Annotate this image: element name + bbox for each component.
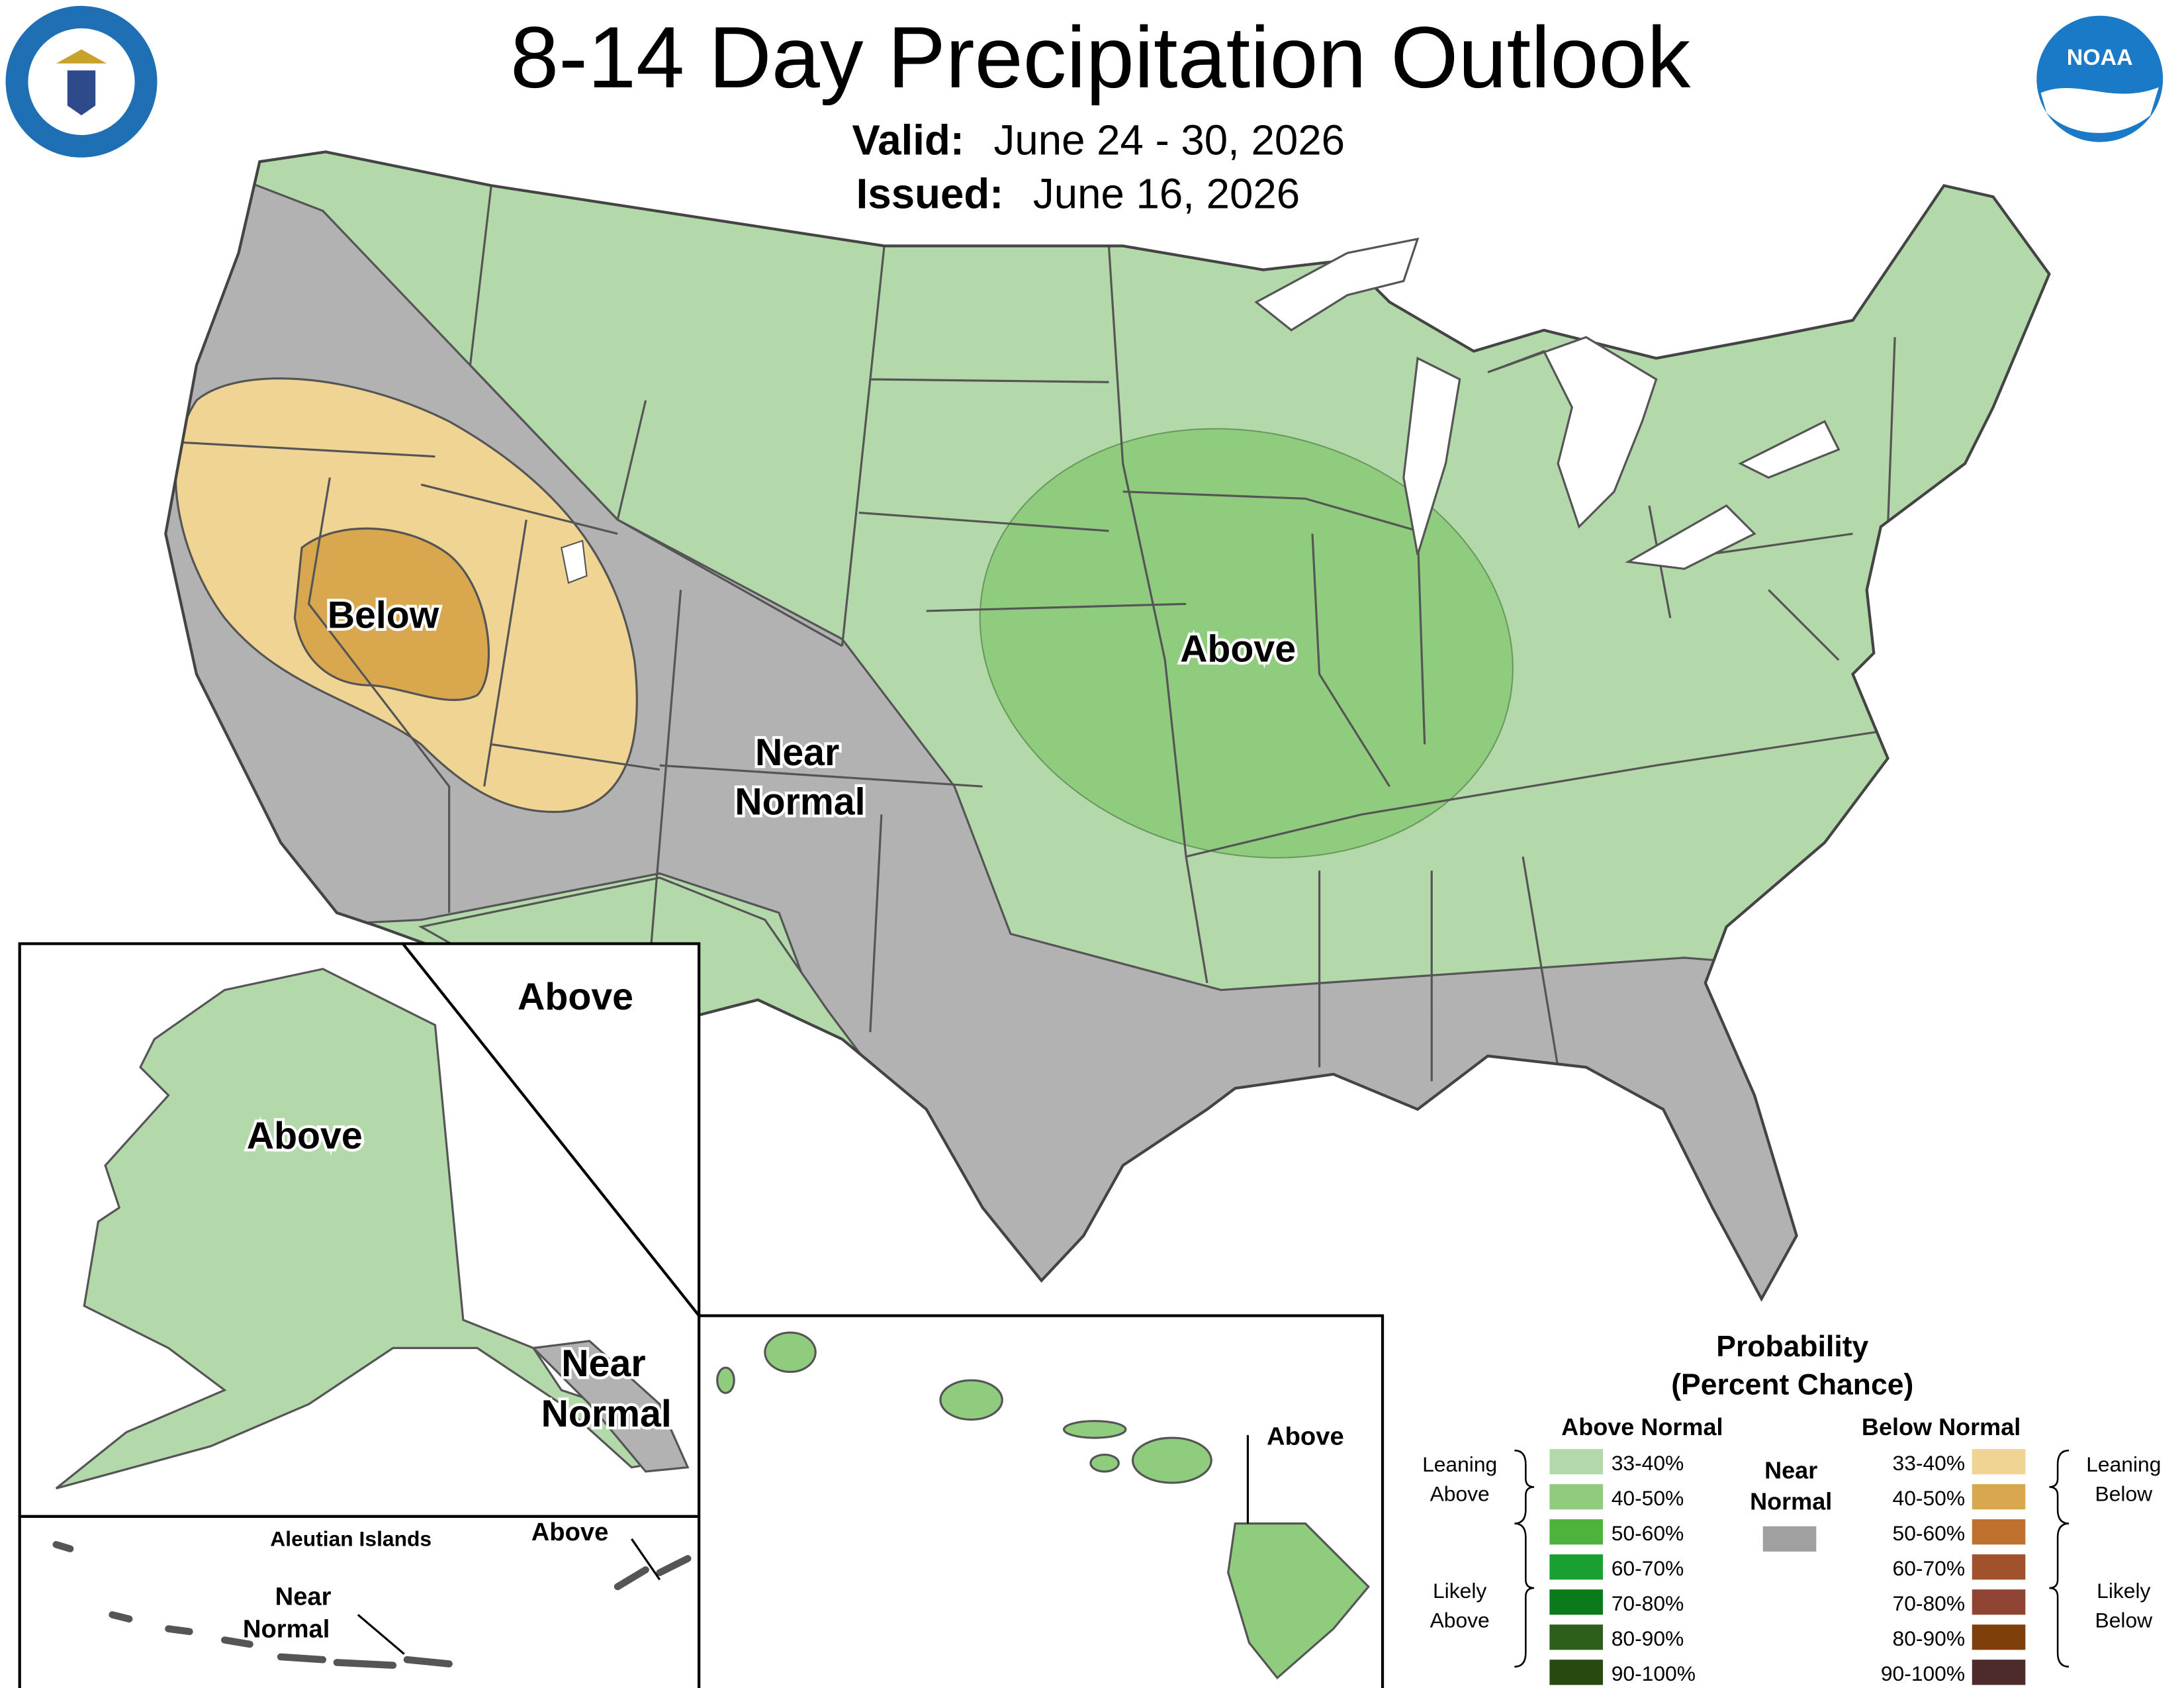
legend-label: 60-70%: [1893, 1556, 1966, 1580]
legend-swatch: [1549, 1519, 1603, 1545]
noaa-logo: NOAA: [2036, 15, 2163, 142]
legend-label: 80-90%: [1612, 1626, 1684, 1650]
legend-swatch: [1549, 1484, 1603, 1510]
title: 8-14 Day Precipitation Outlook: [510, 9, 1691, 106]
legend-swatch: [1972, 1554, 2026, 1580]
salt-lake: [561, 539, 588, 584]
legend-group: Above: [1430, 1608, 1490, 1632]
legend-swatch: [1549, 1624, 1603, 1650]
noaa-text: NOAA: [2067, 45, 2133, 70]
legend-swatch: [1972, 1484, 2026, 1510]
region-label: Below: [328, 594, 439, 636]
legend-heading: Near: [1764, 1457, 1817, 1484]
doc-seal: [5, 5, 158, 158]
legend-group: Above: [1430, 1482, 1490, 1506]
legend-label: 50-60%: [1893, 1521, 1966, 1545]
inset-title: Aleutian Islands: [270, 1526, 432, 1550]
legend-label: 33-40%: [1893, 1451, 1966, 1475]
map-labels: Below Above Near Normal Above Above Near…: [243, 591, 1344, 1643]
legend-group: Leaning: [2086, 1452, 2161, 1476]
region-label: Normal: [541, 1393, 672, 1435]
legend-heading: Normal: [1750, 1487, 1832, 1515]
legend-group: Likely: [2097, 1579, 2150, 1603]
legend-label: 80-90%: [1893, 1626, 1966, 1650]
inset-connector: [402, 943, 700, 1317]
hawaiian-islands: [716, 1331, 1370, 1680]
legend-label: 40-50%: [1893, 1486, 1966, 1510]
legend-label: 40-50%: [1612, 1486, 1684, 1510]
great-lakes: [1254, 237, 1841, 570]
region-label: Normal: [243, 1615, 330, 1643]
legend: Probability (Percent Chance) Above Normal B…: [1422, 1331, 2161, 1685]
legend-group: Likely: [1433, 1579, 1486, 1603]
alaska-panhandle: [531, 1340, 690, 1473]
region-label: Above: [531, 1518, 609, 1546]
legend-swatch: [1972, 1449, 2026, 1475]
legend-label: 70-80%: [1612, 1591, 1684, 1615]
legend-braces: [1514, 1449, 2070, 1668]
legend-label: 60-70%: [1612, 1556, 1684, 1580]
aleutian-inset: [18, 1515, 701, 1688]
legend-swatch: [1549, 1554, 1603, 1580]
region-label: Near: [561, 1342, 645, 1385]
legend-label: 90-100%: [1612, 1662, 1696, 1685]
legend-swatch: [1762, 1526, 1817, 1552]
legend-label: 33-40%: [1612, 1451, 1684, 1475]
legend-swatch: [1972, 1660, 2026, 1685]
legend-swatch: [1972, 1519, 2026, 1545]
legend-swatch: [1549, 1589, 1603, 1615]
legend-heading: Below Normal: [1862, 1413, 2021, 1440]
legend-group: Below: [2095, 1608, 2154, 1632]
legend-label: 70-80%: [1893, 1591, 1966, 1615]
legend-heading: Above Normal: [1561, 1413, 1723, 1440]
aleutian-islands: [52, 1540, 692, 1669]
region-label: Above: [1180, 628, 1296, 670]
issued-date: June 16, 2026: [1033, 170, 1300, 217]
legend-swatch: [1549, 1660, 1603, 1685]
legend-title: (Percent Chance): [1671, 1368, 1913, 1401]
region-label: Normal: [735, 780, 865, 823]
legend-swatch: [1972, 1624, 2026, 1650]
region-label: Above: [247, 1115, 363, 1157]
legend-group: Leaning: [1422, 1452, 1497, 1476]
region-label: Above: [518, 976, 633, 1018]
legend-label: 90-100%: [1881, 1662, 1965, 1685]
valid-dates: June 24 - 30, 2026: [994, 117, 1345, 164]
legend-group: Below: [2095, 1482, 2154, 1506]
valid-label: Valid:: [852, 117, 964, 164]
state-borders: [182, 185, 1896, 1082]
region-label: Near: [275, 1582, 332, 1611]
legend-title: Probability: [1716, 1331, 1868, 1363]
region-label: Above: [1267, 1423, 1344, 1451]
region-label: Near: [755, 731, 839, 774]
legend-swatch: [1972, 1589, 2026, 1615]
aleutian-pointers: [357, 1538, 661, 1655]
legend-swatch: [1549, 1449, 1603, 1475]
issued-label: Issued:: [856, 170, 1004, 217]
alaska: [55, 968, 676, 1489]
legend-label: 50-60%: [1612, 1521, 1684, 1545]
